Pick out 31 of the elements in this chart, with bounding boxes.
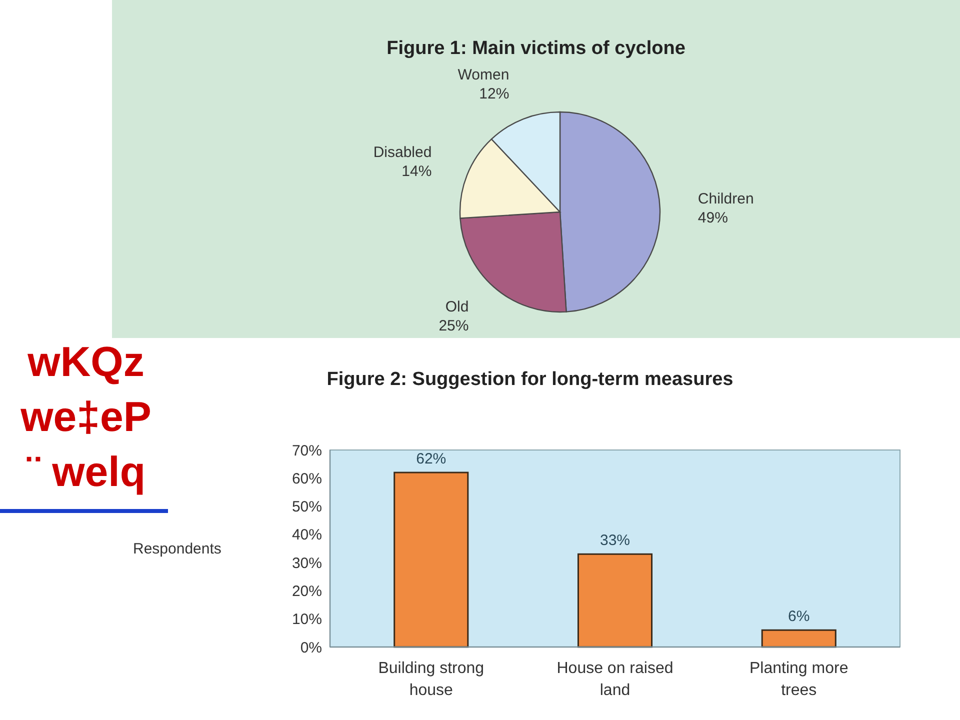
y-tick-label: 70% xyxy=(292,442,322,460)
x-tick-label: House on raised land xyxy=(556,660,674,699)
x-tick-label: Planting more trees xyxy=(750,660,848,699)
slice-label: Women xyxy=(458,66,510,84)
bar xyxy=(394,472,469,648)
chart-title: Figure 2: Suggestion for long-term measures xyxy=(326,369,734,390)
y-tick-label: 40% xyxy=(292,526,322,544)
bar xyxy=(761,629,836,648)
data-label: 12% xyxy=(479,86,510,103)
y-tick-label: 30% xyxy=(292,554,322,572)
data-label: 62% xyxy=(416,450,446,468)
slice-label: Old xyxy=(445,298,469,316)
slice-label: Children xyxy=(698,190,754,208)
x-tick-label: Building strong house xyxy=(378,660,484,699)
data-label: 33% xyxy=(600,532,630,550)
data-label: 49% xyxy=(698,210,728,227)
y-tick-label: 20% xyxy=(292,582,322,600)
y-axis-title: Respondents xyxy=(133,540,222,558)
data-label: 25% xyxy=(438,318,469,335)
data-label: 14% xyxy=(402,163,432,180)
y-tick-label: 10% xyxy=(292,611,322,628)
text: we‡eP xyxy=(20,393,152,440)
y-tick-label: 60% xyxy=(292,470,322,488)
text: wKQz xyxy=(26,338,144,385)
slice-label: Disabled xyxy=(373,144,432,162)
text: ¨ welq xyxy=(26,448,146,495)
data-label: 6% xyxy=(788,608,810,626)
y-tick-label: 0% xyxy=(300,639,322,656)
bar xyxy=(577,553,653,648)
chart-title: Figure 1: Main victims of cyclone xyxy=(386,38,686,59)
y-tick-label: 50% xyxy=(292,498,322,516)
